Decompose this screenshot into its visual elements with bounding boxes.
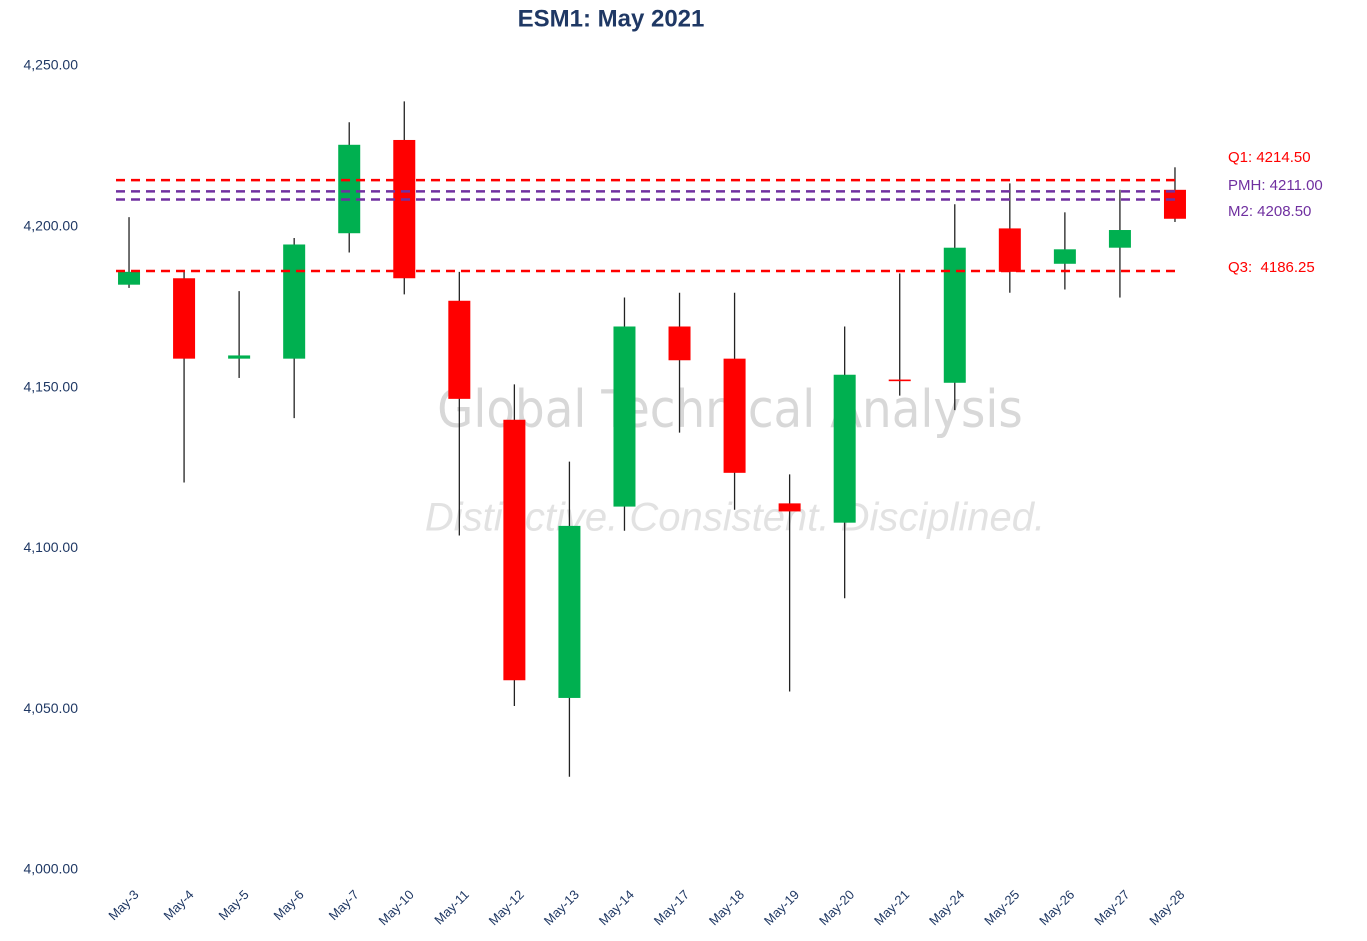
x-tick-label: May-5 (216, 887, 252, 923)
x-tick-label: May-7 (326, 887, 362, 923)
y-tick-label: 4,100.00 (24, 539, 79, 555)
candle-body (613, 326, 636, 507)
x-tick-label: May-26 (1036, 887, 1077, 928)
chart-title: ESM1: May 2021 (518, 5, 705, 32)
x-tick-label: May-11 (431, 887, 472, 928)
x-tick-label: May-17 (651, 887, 692, 928)
candle-body (283, 244, 306, 359)
candle-body (668, 326, 691, 361)
x-tick-label: May-20 (816, 887, 857, 928)
y-tick-label: 4,050.00 (24, 700, 79, 716)
candle-body (1108, 230, 1131, 248)
candle-body (118, 271, 141, 285)
candle-body (228, 355, 251, 359)
x-tick-label: May-13 (541, 887, 582, 928)
x-tick-label: May-14 (596, 887, 637, 928)
level-label: Q1: 4214.50 (1228, 149, 1311, 166)
x-tick-label: May-3 (105, 887, 141, 923)
y-tick-label: 4,250.00 (24, 57, 79, 73)
level-label: PMH: 4211.00 (1228, 177, 1323, 194)
level-label: Q3: 4186.25 (1228, 259, 1315, 276)
candle-body (173, 278, 196, 359)
x-tick-label: May-19 (761, 887, 802, 928)
x-tick-label: May-25 (981, 887, 1022, 928)
candle-body (833, 374, 856, 523)
x-tick-label: May-4 (160, 887, 196, 923)
x-tick-label: May-28 (1146, 887, 1187, 928)
candle-body (943, 247, 966, 383)
x-tick-label: May-24 (926, 887, 967, 928)
x-tick-label: May-12 (486, 887, 527, 928)
x-tick-label: May-27 (1091, 887, 1132, 928)
candle-body (778, 503, 801, 512)
candle-body (1163, 189, 1186, 219)
y-tick-label: 4,000.00 (24, 861, 79, 877)
y-tick-label: 4,150.00 (24, 378, 79, 394)
candle-body (338, 144, 361, 234)
level-label: M2: 4208.50 (1228, 203, 1311, 220)
x-tick-label: May-21 (871, 887, 912, 928)
candle-body (448, 300, 471, 399)
y-tick-label: 4,200.00 (24, 218, 79, 234)
candle-body (1053, 249, 1076, 264)
candle-body (888, 379, 911, 382)
candle-body (393, 139, 416, 279)
candle-body (558, 525, 581, 698)
candle-body (503, 419, 526, 681)
x-tick-label: May-6 (271, 887, 307, 923)
x-tick-label: May-18 (706, 887, 747, 928)
candle-body (723, 358, 746, 473)
x-tick-label: May-10 (376, 887, 417, 928)
candle-body (998, 228, 1021, 272)
